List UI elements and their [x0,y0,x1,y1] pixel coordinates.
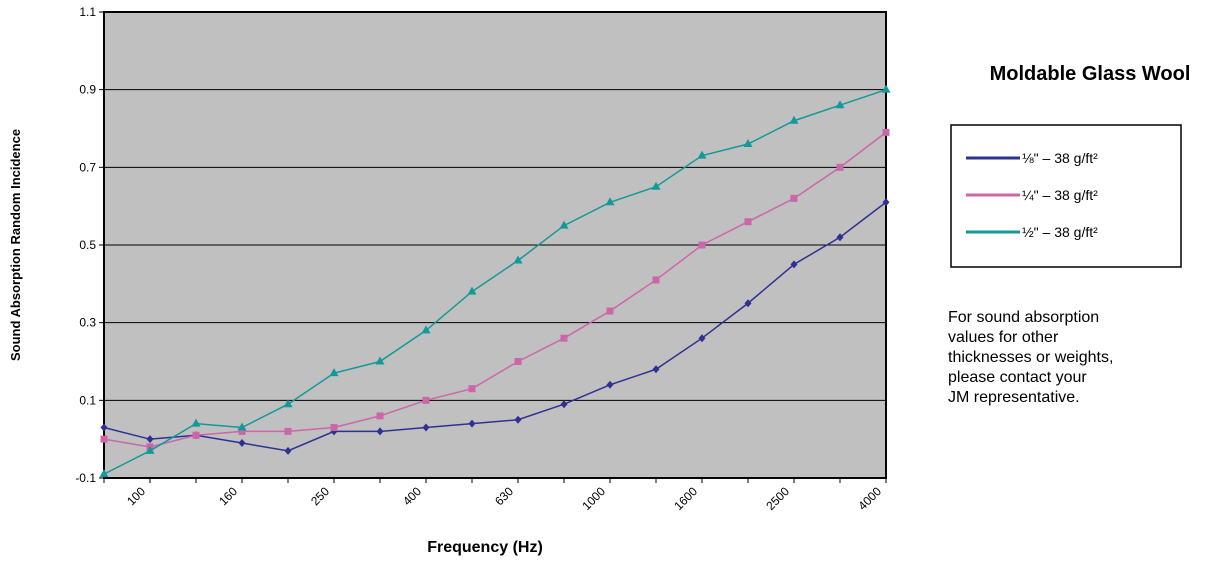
data-point [513,255,523,264]
data-point [468,419,476,428]
data-point [100,435,108,443]
data-point [790,194,798,202]
data-point [835,100,845,109]
legend-label: ⅛" – 38 g/ft² [1022,150,1098,166]
x-tick-label: 400 [400,484,424,508]
x-tick-label: 1000 [579,484,608,513]
data-point [652,276,660,284]
data-point [744,299,752,308]
x-tick-label: 630 [492,484,516,508]
y-tick-label: 1.1 [79,5,96,19]
series-line [103,131,887,448]
plot-frame [103,11,887,479]
y-tick-label: 0.5 [79,238,96,252]
data-point [652,365,660,374]
data-point [422,396,430,404]
x-tick-label: 4000 [855,484,884,513]
data-point [606,307,614,315]
data-point [881,84,891,93]
data-point [283,399,293,408]
x-tick-label: 250 [308,484,332,508]
data-point [836,233,844,242]
data-point [560,334,568,342]
data-point [514,358,522,365]
data-point [882,128,890,136]
note-line: For sound absorption [948,309,1100,326]
y-tick-label: 0.1 [79,393,96,407]
note: For sound absorption values for other thic… [948,308,1113,408]
data-point [146,435,154,444]
data-point [192,431,200,439]
data-point [100,423,108,432]
data-point [790,260,798,269]
data-point [789,115,799,124]
legend-title: Moldable Glass Wool [990,63,1191,85]
data-point [697,150,707,159]
data-point [468,385,476,393]
data-point [651,181,661,190]
data-point [376,427,384,436]
y-tick-label: 0.9 [79,83,96,97]
x-axis-title: Frequency (Hz) [427,539,543,556]
series-line [103,88,887,475]
data-point [559,220,569,229]
data-point [882,198,890,207]
data-point [514,415,522,424]
data-point [238,439,246,448]
data-point [99,469,109,478]
series-line [103,201,887,452]
data-point [606,380,614,389]
note-line: thicknesses or weights, [948,349,1114,366]
data-point [421,325,431,334]
y-tick-label: -0.1 [75,471,96,485]
data-point [744,218,752,226]
note-line: JM representative. [948,389,1080,406]
x-tick-label: 2500 [763,484,792,513]
data-point [284,446,292,455]
y-tick-label: 0.7 [79,160,96,174]
data-point [237,422,247,431]
data-point [376,412,384,420]
data-point [284,427,292,435]
x-tick-label: 100 [124,484,148,508]
legend-label: ¼" – 38 g/ft² [1022,187,1098,203]
data-point [560,400,568,409]
data-point [191,418,201,427]
y-axis-title: Sound Absorption Random Incidence [8,129,23,361]
data-point [698,241,706,249]
data-point [698,334,706,343]
x-tick-label: 160 [216,484,240,508]
data-point [329,368,339,377]
data-point [605,197,615,206]
data-point [422,423,430,432]
data-point [375,356,385,365]
note-line: values for other [948,329,1059,346]
note-line: please contact your [948,369,1087,386]
data-point [238,427,246,435]
legend-label: ½" – 38 g/ft² [1022,224,1098,240]
y-tick-label: 0.3 [79,316,96,330]
x-tick-label: 1600 [671,484,700,513]
data-point [836,163,844,171]
data-point [467,286,477,295]
data-point [330,424,338,432]
data-point [145,445,155,454]
data-point [743,139,753,148]
